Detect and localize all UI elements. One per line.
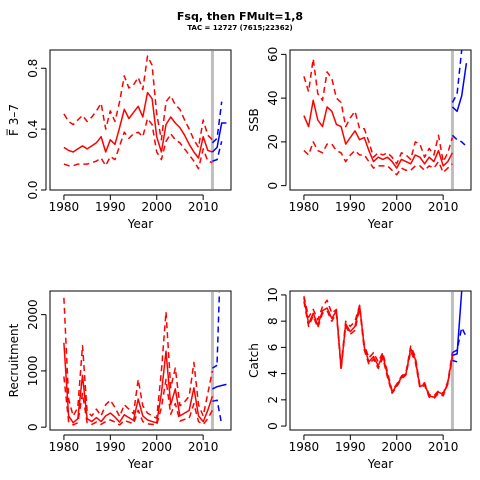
f-y-tick-label: 0.8: [26, 59, 40, 78]
catch-y-tick-label: 4: [266, 370, 280, 378]
recruitment-x-tick-label: 1980: [49, 440, 80, 454]
ssb-panel: 1980 1990 2000 2010 0 20 40 60 Year SSB: [247, 47, 472, 231]
f-x-tick-label: 1980: [49, 200, 80, 214]
recruitment-historic-solid-line-0: [63, 342, 214, 424]
catch-y-tick-label: 0: [266, 422, 280, 430]
f-x-axis-title: Year: [127, 217, 153, 231]
ssb-projection-dashed-line-4: [451, 49, 463, 103]
ssb-x-tick-label: 2000: [381, 200, 412, 214]
ssb-historic-solid-line-0: [303, 99, 454, 169]
figure-title: Fsq, then FMult=1,8: [176, 10, 304, 23]
ssb-x-tick-label: 1990: [335, 200, 366, 214]
ssb-y-tick-label: 0: [266, 182, 280, 190]
f-y-tick-label: 0.4: [26, 120, 40, 139]
recruitment-projection-solid-line-3: [212, 383, 227, 390]
catch-x-tick-label: 2010: [428, 440, 459, 454]
catch-x-tick-label: 1980: [289, 440, 320, 454]
recruitment-projection-dashed-line-4: [212, 364, 218, 369]
figure-subtitle: TAC = 12727 (7615;22362): [187, 24, 293, 32]
recruitment-y-tick-label: 1000: [26, 356, 40, 387]
recruitment-plot-frame: [49, 290, 232, 431]
f-projection-dashed-line-5: [212, 141, 223, 162]
catch-historic-dashed-line-2: [303, 301, 454, 400]
catch-y-tick-label: 6: [266, 344, 280, 352]
recruitment-historic-dashed-line-2: [63, 376, 214, 426]
recruitment-x-tick-label: 2010: [188, 440, 219, 454]
f-projection-solid-line-3: [211, 122, 227, 153]
recruitment-x-tick-label: 2000: [141, 440, 172, 454]
f-y-axis-title: F̅ 3–7: [6, 104, 21, 136]
catch-y-tick-label: 2: [266, 396, 280, 404]
recruitment-projection-dashed-line-5: [216, 292, 221, 363]
ssb-x-axis-title: Year: [367, 217, 393, 231]
ssb-y-tick-label: 20: [266, 134, 280, 149]
recruitment-y-tick-label: 2000: [26, 299, 40, 330]
ssb-x-tick-label: 2010: [428, 200, 459, 214]
catch-projection-solid-line-3: [452, 290, 463, 357]
ssb-y-tick-label: 60: [266, 47, 280, 62]
f-x-tick-label: 2000: [141, 200, 172, 214]
ssb-y-tick-label: 40: [266, 90, 280, 105]
recruitment-panel: 1980 1990 2000 2010 0 1000 2000 Year Recruitment: [7, 290, 232, 471]
ssb-x-tick-label: 1980: [289, 200, 320, 214]
recruitment-y-axis-title: Recruitment: [7, 323, 21, 397]
ssb-plot-frame: [289, 49, 472, 191]
recruitment-projection-dashed-line-6: [212, 399, 223, 425]
f-plot-frame: [49, 49, 232, 191]
ssb-historic-dashed-line-1: [303, 58, 454, 165]
f-historic-solid-line-0: [63, 91, 213, 159]
catch-x-tick-label: 1990: [335, 440, 366, 454]
ssb-historic-dashed-line-2: [303, 141, 453, 176]
recruitment-x-axis-title: Year: [127, 457, 153, 471]
catch-x-axis-title: Year: [367, 457, 393, 471]
catch-historic-solid-line-0: [303, 297, 454, 398]
catch-x-tick-label: 2000: [381, 440, 412, 454]
f-panel: 1980 1990 2000 2010 0.0 0.4 0.8 Year F̅ 3–7: [6, 49, 232, 231]
f-projection-dashed-line-4: [211, 101, 223, 144]
catch-plot-frame: [289, 290, 472, 431]
recruitment-historic-dashed-line-1: [63, 297, 214, 419]
recruitment-y-tick-label: 0: [26, 423, 40, 431]
f-x-tick-label: 2010: [188, 200, 219, 214]
catch-panel: 1980 1990 2000 2010 0 2 4 6 8 10 Year Catch: [247, 287, 472, 471]
catch-projection-dashed-line-5: [452, 359, 458, 363]
catch-y-tick-label: 10: [266, 287, 280, 302]
f-x-tick-label: 1990: [95, 200, 126, 214]
f-historic-dashed-line-1: [63, 55, 213, 149]
recruitment-x-tick-label: 1990: [95, 440, 126, 454]
catch-y-axis-title: Catch: [247, 343, 261, 378]
f-historic-dashed-line-2: [63, 117, 213, 170]
f-y-tick-label: 0.0: [26, 180, 40, 199]
ssb-projection-solid-line-3: [451, 62, 468, 113]
ssb-projection-dashed-line-5: [451, 134, 467, 147]
catch-projection-dashed-line-4: [452, 326, 468, 354]
ssb-y-axis-title: SSB: [247, 108, 261, 131]
catch-y-tick-label: 8: [266, 317, 280, 325]
catch-historic-dashed-line-1: [303, 296, 454, 397]
